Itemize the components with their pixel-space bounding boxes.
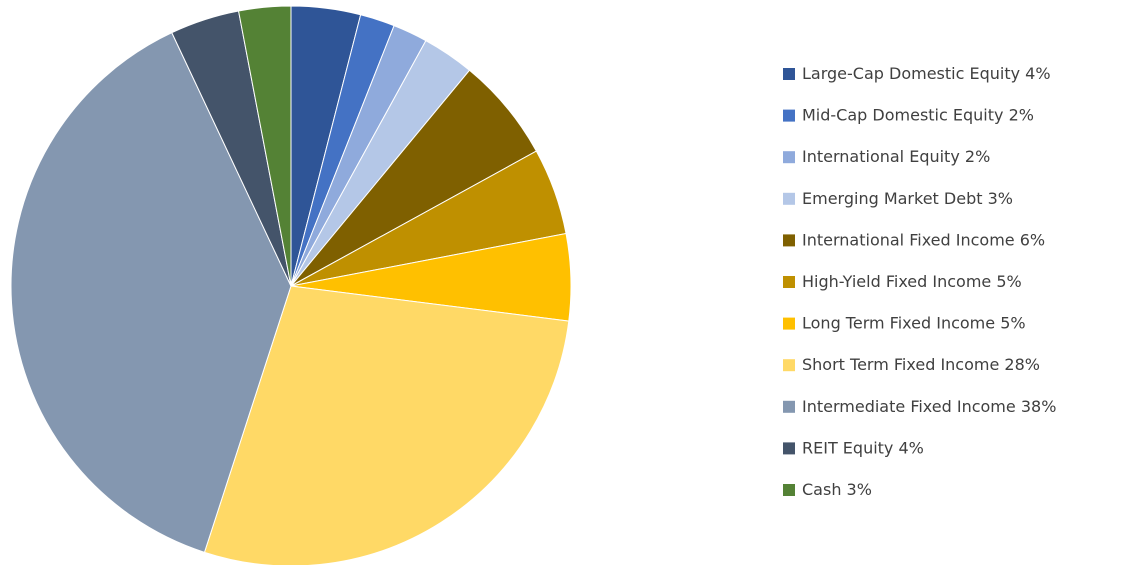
legend-label: Large-Cap Domestic Equity 4% (802, 64, 1051, 83)
legend-swatch (783, 276, 795, 288)
legend-label: International Fixed Income 6% (802, 230, 1045, 249)
legend-label: Mid-Cap Domestic Equity 2% (802, 105, 1034, 124)
legend-swatch (783, 192, 795, 205)
legend-value: 3% (847, 480, 872, 499)
legend-swatch (783, 109, 795, 122)
legend-name: REIT Equity (802, 438, 893, 457)
legend-swatch (783, 484, 795, 496)
legend-name: International Equity (802, 147, 960, 166)
legend-name: Mid-Cap Domestic Equity (802, 105, 1003, 124)
legend-value: 6% (1020, 230, 1045, 249)
legend-label: Intermediate Fixed Income 38% (802, 396, 1056, 415)
legend-value: 28% (1004, 355, 1040, 374)
legend-value: 3% (988, 188, 1013, 207)
legend-label: High-Yield Fixed Income 5% (802, 272, 1022, 291)
legend-swatch (783, 442, 795, 455)
legend-name: Cash (802, 480, 841, 499)
legend-label: Long Term Fixed Income 5% (802, 313, 1026, 332)
legend-label: International Equity 2% (802, 147, 990, 166)
legend-name: High-Yield Fixed Income (802, 272, 991, 291)
legend-swatch (783, 68, 795, 80)
legend-swatch (783, 400, 795, 413)
legend-value: 4% (1025, 64, 1050, 83)
legend-swatch (783, 151, 795, 164)
legend-value: 4% (899, 438, 924, 457)
legend-swatch (783, 234, 795, 247)
legend-name: Long Term Fixed Income (802, 313, 995, 332)
legend-name: Large-Cap Domestic Equity (802, 64, 1020, 83)
legend-label: Emerging Market Debt 3% (802, 188, 1013, 207)
pie-slice (237, 5, 292, 287)
legend-name: Emerging Market Debt (802, 188, 983, 207)
legend-label: REIT Equity 4% (802, 438, 924, 457)
legend-label: Cash 3% (802, 480, 872, 499)
legend-name: Short Term Fixed Income (802, 355, 999, 374)
pie-slice (10, 31, 292, 553)
legend-value: 5% (996, 272, 1021, 291)
legend-swatch (783, 359, 795, 372)
legend-value: 2% (1009, 105, 1034, 124)
legend-value: 2% (965, 147, 990, 166)
legend-name: Intermediate Fixed Income (802, 396, 1016, 415)
legend-value: 38% (1021, 396, 1057, 415)
legend-name: International Fixed Income (802, 230, 1015, 249)
legend-value: 5% (1000, 313, 1025, 332)
legend-swatch (783, 317, 795, 330)
legend-label: Short Term Fixed Income 28% (802, 355, 1040, 374)
